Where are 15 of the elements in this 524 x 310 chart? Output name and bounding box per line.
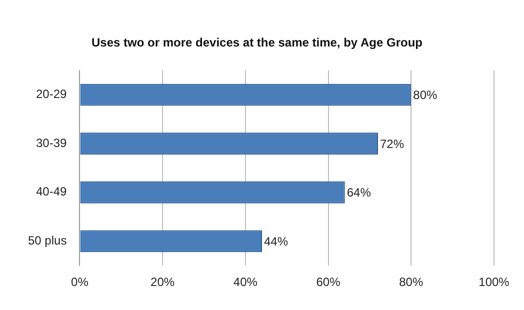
y-tick-label: 20-29 — [36, 87, 68, 102]
x-tick-label: 40% — [233, 275, 258, 290]
data-label: 44% — [264, 234, 288, 249]
y-tick-label: 40-49 — [36, 184, 68, 199]
x-tick-label: 100% — [478, 275, 510, 290]
x-tick-label: 0% — [71, 275, 89, 290]
x-tick-label: 20% — [150, 275, 175, 290]
y-tick-label: 30-39 — [36, 136, 68, 150]
x-tick-label: 60% — [316, 275, 341, 290]
data-label: 64% — [346, 186, 372, 200]
data-label: 72% — [380, 136, 404, 151]
y-tick-label: 50 plus — [28, 234, 67, 248]
data-label: 80% — [413, 88, 438, 102]
x-tick-label: 80% — [399, 275, 424, 290]
chart-title: Uses two or more devices at the same time, by Age Group — [92, 36, 422, 50]
